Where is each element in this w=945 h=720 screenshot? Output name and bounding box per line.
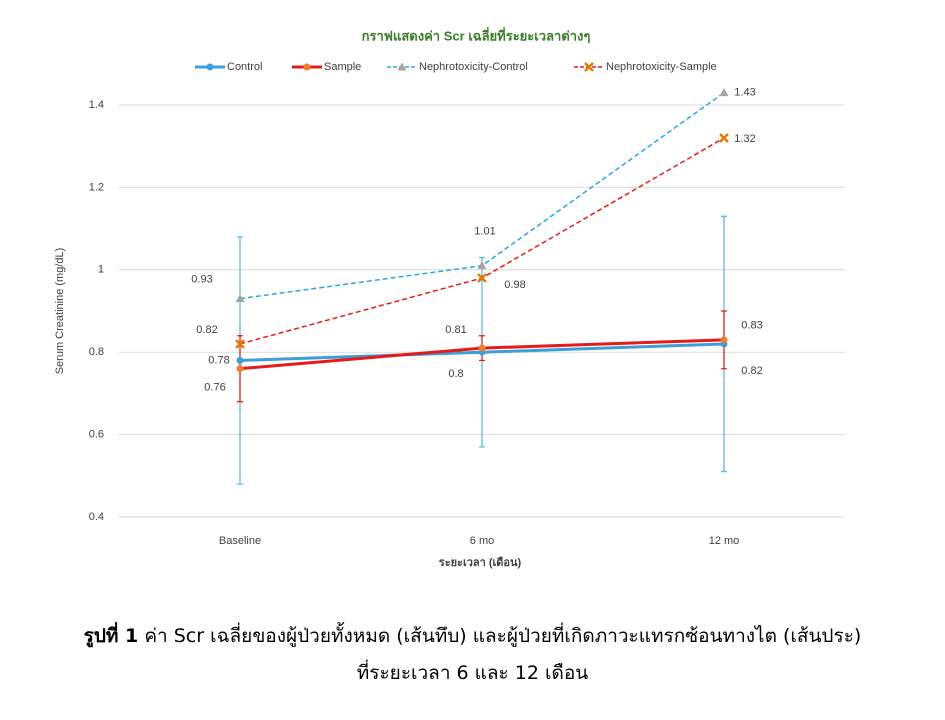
point-marker (235, 294, 245, 303)
data-label: 1.32 (734, 133, 755, 145)
legend-label: Control (227, 61, 262, 73)
legend-label: Nephrotoxicity-Control (419, 61, 528, 73)
point-marker (477, 261, 487, 270)
y-tick-label: 0.4 (89, 511, 104, 523)
legend-label: Nephrotoxicity-Sample (606, 61, 717, 73)
point-marker (719, 133, 729, 143)
y-tick-label: 0.6 (89, 429, 104, 441)
x-tick-label: 6 mo (470, 535, 494, 547)
point-marker (235, 339, 245, 349)
point-marker (719, 88, 729, 97)
point-marker (236, 356, 244, 364)
y-tick-label: 1.2 (89, 181, 104, 193)
y-tick-label: 1.4 (89, 99, 104, 111)
point-marker (720, 336, 728, 344)
caption-line: รูปที่ 1 ค่า Scr เฉลี่ยของผู้ป่วยทั้งหมด… (0, 618, 945, 655)
legend-label: Sample (324, 61, 361, 73)
caption-label: รูปที่ 1 (83, 625, 139, 647)
legend-marker (397, 62, 407, 71)
data-label: 0.83 (741, 320, 762, 332)
y-axis-label: Serum Creatinine (mg/dL) (54, 248, 66, 375)
data-label: 1.43 (734, 87, 755, 99)
data-label: 0.82 (196, 324, 217, 336)
x-tick-label: 12 mo (709, 535, 740, 547)
legend-marker (303, 63, 311, 71)
data-label: 0.98 (504, 279, 525, 291)
legend-marker (584, 62, 594, 72)
caption: รูปที่ 1 ค่า Scr เฉลี่ยของผู้ป่วยทั้งหมด… (0, 618, 945, 692)
data-label: 0.8 (448, 368, 463, 380)
point-marker (236, 365, 244, 373)
x-tick-label: Baseline (219, 535, 261, 547)
data-label: 1.01 (474, 226, 495, 238)
caption-line: ที่ระยะเวลา 6 และ 12 เดือน (356, 662, 589, 684)
x-axis-label: ระยะเวลา (เดือน) (439, 556, 522, 569)
data-label: 0.93 (191, 274, 212, 286)
data-label: 0.81 (445, 324, 466, 336)
point-marker (478, 344, 486, 352)
point-marker (477, 273, 487, 283)
data-label: 0.82 (741, 365, 762, 377)
caption-text: ค่า Scr เฉลี่ยของผู้ป่วยทั้งหมด (เส้นทึบ… (144, 625, 862, 647)
data-label: 0.76 (204, 382, 225, 394)
chart: กราฟแสดงค่า Scr เฉลี่ยที่ระยะเวลาต่างๆ ร… (54, 26, 845, 569)
legend-marker (206, 63, 214, 71)
chart-title: กราฟแสดงค่า Scr เฉลี่ยที่ระยะเวลาต่างๆ (362, 26, 591, 43)
y-tick-label: 1 (98, 264, 104, 276)
y-tick-label: 0.8 (89, 346, 104, 358)
data-label: 0.78 (208, 354, 229, 366)
